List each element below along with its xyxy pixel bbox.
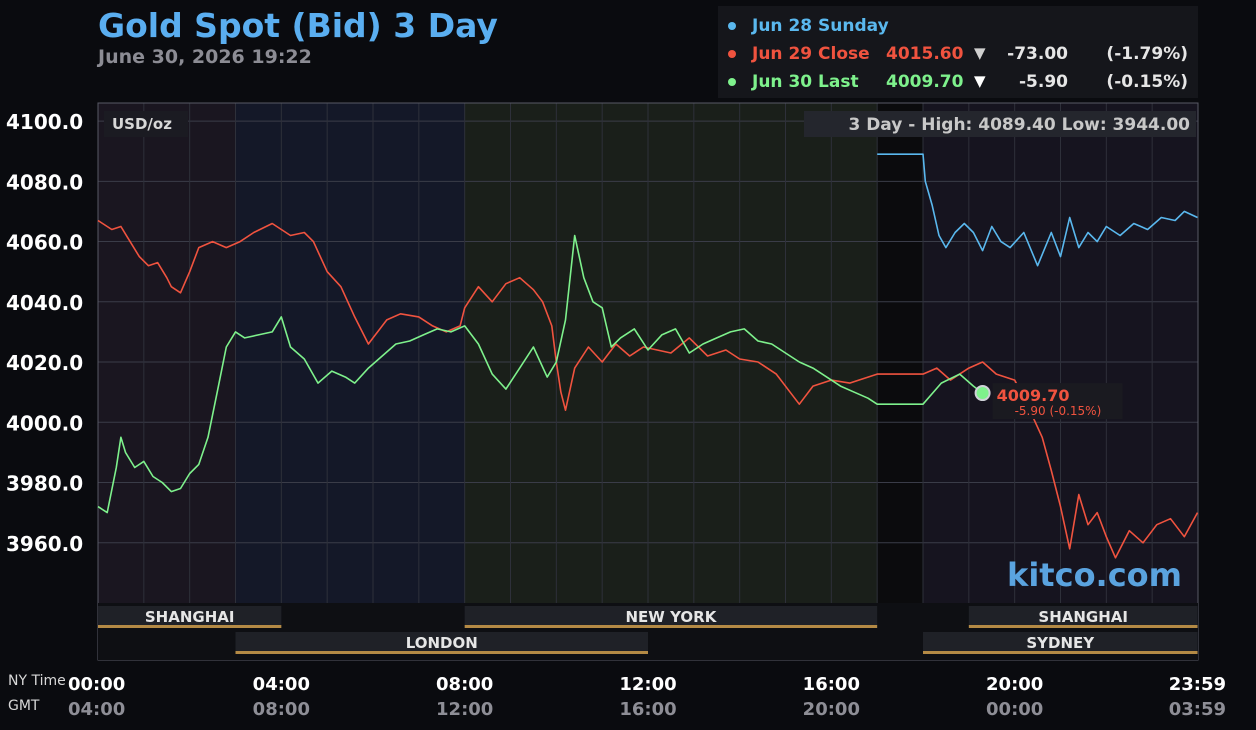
x-tick-label-ny: 00:00 [68, 674, 125, 695]
session-bar [98, 625, 282, 628]
x-tick-label-gmt: 03:59 [1169, 699, 1226, 720]
down-arrow-icon: ▼ [974, 44, 986, 62]
x-tick-label-gmt: 00:00 [986, 699, 1043, 720]
legend-dot-jun29 [728, 50, 736, 58]
last-price-marker [974, 385, 991, 402]
x-tick-label-ny: 04:00 [253, 674, 310, 695]
legend-value-jun29: 4015.60 [886, 44, 964, 64]
session-bar [923, 651, 1198, 654]
series-line-2 [97, 234, 984, 514]
x-tick-label-ny: 23:59 [1169, 674, 1226, 695]
last-price-box [992, 383, 1123, 420]
x-axis-name-gmt: GMT [8, 698, 40, 714]
x-tick-label-ny: 12:00 [619, 674, 676, 695]
x-tick-label-gmt: 20:00 [803, 699, 860, 720]
session-box [968, 606, 1198, 626]
last-price-change: -5.90 (-0.15%) [1015, 404, 1102, 418]
kitco-watermark: kitco.com [1007, 556, 1182, 594]
y-tick-label: 4060.0 [6, 231, 83, 255]
legend-row-jun29: Jun 29 Close 4015.60 ▼ -73.00 (-1.79%) [718, 42, 1198, 68]
y-tick-label: 4020.0 [6, 351, 83, 375]
unit-label: USD/oz [112, 115, 172, 133]
session-label: LONDON [406, 634, 478, 652]
range-label-bg [804, 111, 1196, 137]
session-bar [968, 625, 1198, 628]
series-line-0 [877, 153, 1198, 267]
y-tick-label: 4100.0 [6, 110, 83, 134]
chart-title: Gold Spot (Bid) 3 Day [98, 6, 498, 45]
legend-label-sunday: Jun 28 Sunday [752, 16, 889, 36]
asia-session-shade [98, 103, 236, 603]
session-label: SYDNEY [1026, 634, 1095, 652]
legend-value-jun30: 4009.70 [886, 72, 964, 92]
session-label: NEW YORK [626, 608, 718, 626]
y-tick-label: 3960.0 [6, 532, 83, 556]
y-tick-label: 3980.0 [6, 472, 83, 496]
chart-timestamp: June 30, 2026 19:22 [98, 46, 312, 68]
x-tick-label-gmt: 04:00 [68, 699, 125, 720]
session-box [98, 606, 282, 626]
x-axis-name-ny: NY Time [8, 673, 66, 689]
y-tick-label: 4000.0 [6, 411, 83, 435]
session-box [235, 632, 648, 652]
y-tick-label: 4080.0 [6, 170, 83, 194]
session-box [464, 606, 878, 626]
session-label: SHANGHAI [1038, 608, 1128, 626]
legend-label-jun29: Jun 29 Close [752, 44, 870, 64]
legend-pct-jun30: (-0.15%) [1106, 72, 1188, 92]
legend: Jun 28 Sunday Jun 29 Close 4015.60 ▼ -73… [718, 6, 1198, 98]
legend-dot-sunday [728, 22, 736, 30]
session-label: SHANGHAI [145, 608, 235, 626]
legend-pct-jun29: (-1.79%) [1106, 44, 1188, 64]
session-box [923, 632, 1198, 652]
legend-change-jun30: -5.90 [1019, 72, 1068, 92]
last-price-value: 4009.70 [997, 386, 1070, 405]
london-session-shade [235, 103, 465, 603]
session-bar [464, 625, 878, 628]
legend-row-jun30: Jun 30 Last 4009.70 ▼ -5.90 (-0.15%) [718, 70, 1198, 96]
down-arrow-icon: ▼ [974, 72, 986, 90]
x-tick-label-ny: 16:00 [803, 674, 860, 695]
y-tick-label: 4040.0 [6, 291, 83, 315]
legend-row-sunday: Jun 28 Sunday [718, 14, 1198, 40]
x-tick-label-ny: 08:00 [436, 674, 493, 695]
x-tick-label-gmt: 16:00 [619, 699, 676, 720]
legend-change-jun29: -73.00 [1007, 44, 1068, 64]
range-label: 3 Day - High: 4089.40 Low: 3944.00 [848, 115, 1190, 135]
unit-label-bg [104, 111, 188, 137]
session-bar [235, 651, 648, 654]
market-closed-shade [877, 103, 923, 660]
x-tick-label-ny: 20:00 [986, 674, 1043, 695]
legend-dot-jun30 [728, 78, 736, 86]
x-tick-label-gmt: 08:00 [253, 699, 310, 720]
legend-label-jun30: Jun 30 Last [752, 72, 859, 92]
series-line-1 [97, 219, 1199, 559]
x-tick-label-gmt: 12:00 [436, 699, 493, 720]
